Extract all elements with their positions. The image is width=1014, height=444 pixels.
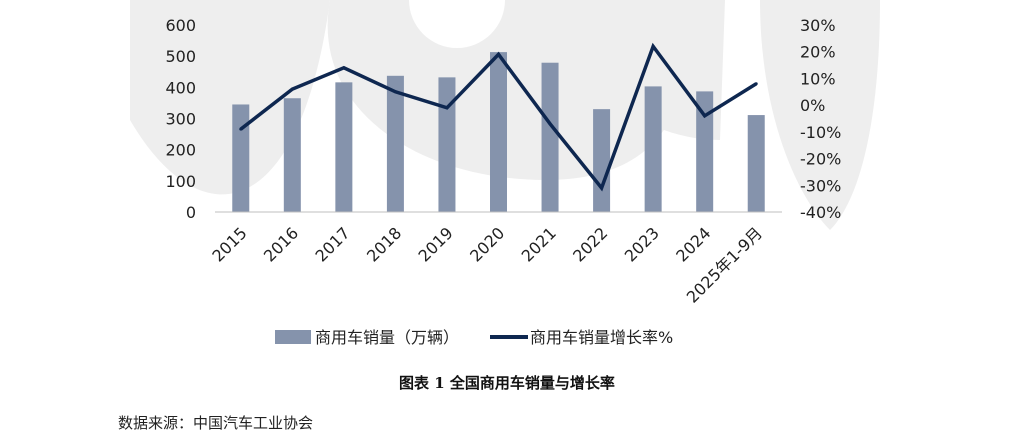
left-tick-label: 500 <box>165 47 196 66</box>
growth-point-2024 <box>703 114 707 118</box>
left-tick-label: 100 <box>165 172 196 191</box>
right-tick-label: -40% <box>800 203 841 222</box>
right-tick-label: -20% <box>800 150 841 169</box>
x-tick-label: 2022 <box>569 223 611 265</box>
bars-layer <box>232 52 765 212</box>
bar-2015 <box>232 104 250 212</box>
x-tick-label: 2017 <box>311 223 353 265</box>
x-tick-label: 2015 <box>208 223 250 265</box>
bar-2021 <box>541 62 559 212</box>
x-tick-label: 2020 <box>466 223 508 265</box>
x-tick-label: 2018 <box>363 223 405 265</box>
legend-bar-label: 商用车销量（万辆） <box>315 328 459 347</box>
bar-2022 <box>593 109 611 212</box>
growth-point-2022 <box>600 186 604 190</box>
left-tick-label: 300 <box>165 110 196 129</box>
right-tick-label: 0% <box>800 96 825 115</box>
right-tick-label: 10% <box>800 69 836 88</box>
bar-2017 <box>335 82 353 212</box>
bar-2023 <box>644 86 662 212</box>
right-axis: -40% -30% -20% -10% 0% 10% 20% 30% <box>800 16 841 222</box>
legend: 商用车销量（万辆） 商用车销量增长率% <box>275 328 673 347</box>
growth-line-layer <box>239 42 758 192</box>
x-tick-label: 2023 <box>621 223 663 265</box>
bar-2020 <box>490 52 507 212</box>
legend-bar-swatch <box>275 330 311 344</box>
x-tick-label: 2024 <box>672 223 714 265</box>
growth-point-2021 <box>548 122 552 126</box>
left-tick-label: 600 <box>165 16 196 35</box>
growth-point-2016 <box>290 87 294 91</box>
growth-point-2017 <box>342 66 346 70</box>
x-tick-label: 2019 <box>415 223 457 265</box>
bar-2024 <box>696 91 714 212</box>
left-tick-label: 200 <box>165 141 196 160</box>
right-tick-label: 30% <box>800 16 836 35</box>
growth-point-2025年1-9月 <box>754 82 758 86</box>
growth-point-2023 <box>651 44 655 48</box>
x-axis: 2015 2016 2017 2018 2019 2020 2021 2022 2023 2024… <box>208 211 782 307</box>
growth-point-2015 <box>239 127 243 131</box>
data-source: 数据来源：中国汽车工业协会 <box>118 414 314 432</box>
growth-point-2019 <box>445 106 449 110</box>
bar-2025年1-9月 <box>747 115 765 212</box>
legend-line-label: 商用车销量增长率% <box>530 328 673 347</box>
bar-2016 <box>283 98 301 212</box>
growth-point-2020 <box>497 52 500 56</box>
left-axis: 0 100 200 300 400 500 600 <box>165 16 196 222</box>
right-tick-label: -10% <box>800 123 841 142</box>
left-tick-label: 400 <box>165 78 196 97</box>
left-tick-label: 0 <box>186 203 196 222</box>
figure-caption: 图表 1 全国商用车销量与增长率 <box>399 374 615 392</box>
x-tick-label: 2016 <box>260 223 302 265</box>
bar-2018 <box>386 75 404 212</box>
bar-2019 <box>438 77 456 212</box>
growth-point-2018 <box>393 90 397 94</box>
right-tick-label: -30% <box>800 176 841 195</box>
x-tick-label: 2021 <box>518 223 560 265</box>
right-tick-label: 20% <box>800 43 836 62</box>
